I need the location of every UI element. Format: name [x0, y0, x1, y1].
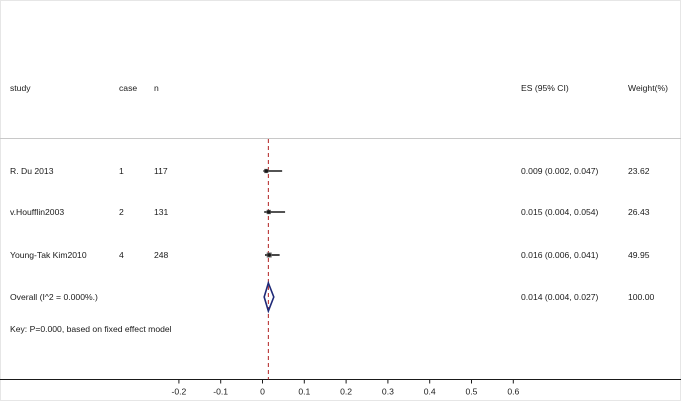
- overall-weight: 100.00: [628, 292, 655, 302]
- study-point: [267, 253, 271, 257]
- overall-label: Overall (I^2 = 0.000%.): [10, 292, 98, 302]
- overall-es: 0.014 (0.004, 0.027): [521, 292, 599, 302]
- study-weight: 23.62: [628, 166, 650, 176]
- study-weight: 49.95: [628, 250, 650, 260]
- x-tick-label: 0.4: [424, 387, 436, 397]
- x-tick-label: 0.1: [298, 387, 310, 397]
- x-tick-label: 0.5: [466, 387, 478, 397]
- plot-marks: -0.2 -0.1 0 0.1 0.2 0.3 0.4 0.5 0.6: [171, 139, 519, 397]
- header-weight: Weight(%): [628, 83, 668, 93]
- x-tick-label: 0.3: [382, 387, 394, 397]
- study-name: v.Houfflin2003: [10, 207, 64, 217]
- study-n: 248: [154, 250, 169, 260]
- study-case: 4: [119, 250, 124, 260]
- study-weight: 26.43: [628, 207, 650, 217]
- study-point: [264, 169, 269, 173]
- header-study: study: [10, 83, 31, 93]
- study-row: v.Houfflin2003 2 131 0.015 (0.004, 0.054…: [10, 207, 650, 217]
- study-case: 1: [119, 166, 124, 176]
- header-n: n: [154, 83, 159, 93]
- header-es: ES (95% CI): [521, 83, 569, 93]
- overall-diamond: [263, 280, 275, 314]
- study-n: 131: [154, 207, 169, 217]
- x-tick-label: -0.2: [171, 387, 186, 397]
- x-tick-label: 0.2: [340, 387, 352, 397]
- overall-row: Overall (I^2 = 0.000%.) 0.014 (0.004, 0.…: [10, 292, 655, 302]
- header-case: case: [119, 83, 137, 93]
- x-tick-label: 0.6: [507, 387, 519, 397]
- study-n: 117: [154, 166, 168, 176]
- x-tick-label: 0: [260, 387, 265, 397]
- study-row: Young-Tak Kim2010 4 248 0.016 (0.006, 0.…: [10, 250, 650, 260]
- key-note: Key: P=0.000, based on fixed effect mode…: [10, 324, 172, 334]
- study-es: 0.015 (0.004, 0.054): [521, 207, 599, 217]
- study-name: R. Du 2013: [10, 166, 54, 176]
- study-name: Young-Tak Kim2010: [10, 250, 87, 260]
- study-point: [266, 210, 271, 214]
- study-es: 0.016 (0.006, 0.041): [521, 250, 599, 260]
- x-tick-label: -0.1: [213, 387, 228, 397]
- study-case: 2: [119, 207, 124, 217]
- study-row: R. Du 2013 1 117 0.009 (0.002, 0.047) 23…: [10, 166, 650, 176]
- study-es: 0.009 (0.002, 0.047): [521, 166, 599, 176]
